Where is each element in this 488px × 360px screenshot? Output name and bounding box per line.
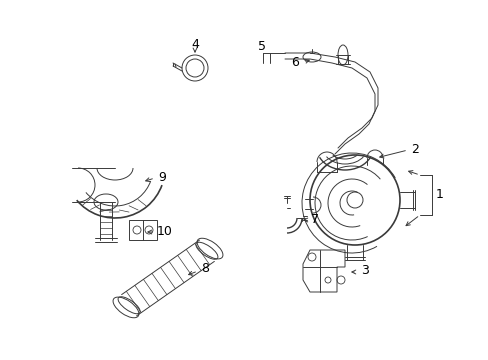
Text: 6: 6 (290, 55, 298, 68)
Text: 4: 4 (191, 37, 199, 50)
Text: 1: 1 (435, 189, 443, 202)
Text: 7: 7 (310, 213, 318, 226)
Text: 8: 8 (201, 261, 208, 274)
Text: 2: 2 (410, 144, 418, 157)
Text: 3: 3 (360, 264, 368, 276)
Text: 5: 5 (258, 40, 265, 54)
Text: 9: 9 (158, 171, 165, 184)
Text: 10: 10 (157, 225, 173, 238)
Bar (129, 220, 157, 240)
